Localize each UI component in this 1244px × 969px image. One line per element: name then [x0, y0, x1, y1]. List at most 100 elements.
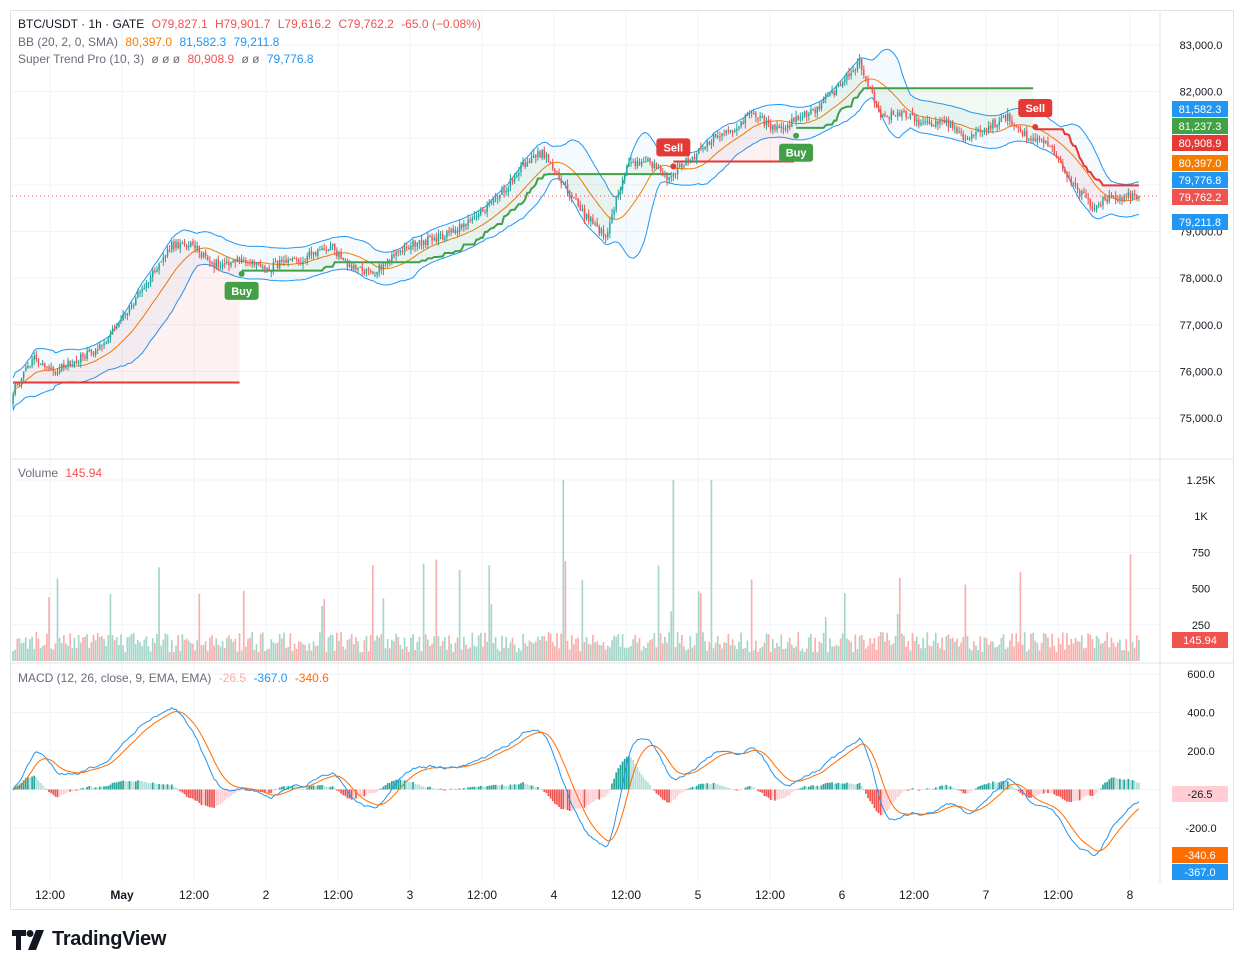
volume-bar [467, 648, 469, 661]
volume-bar [456, 637, 459, 661]
bb-legend[interactable]: BB (20, 2, 0, SMA) 80,397.0 81,582.3 79,… [18, 35, 283, 49]
macd-histogram-bar [179, 789, 182, 792]
volume-bar [446, 649, 448, 661]
macd-histogram-bar [812, 785, 814, 790]
candle-body [69, 360, 71, 365]
candle-body [344, 259, 347, 261]
macd-histogram-bar [778, 789, 781, 800]
candle-body [668, 177, 670, 181]
candle-body [1034, 138, 1036, 141]
macd-histogram-bar [1106, 781, 1109, 790]
macd-histogram-bar [427, 787, 429, 790]
candle-body [865, 76, 867, 80]
macd-histogram-bar [12, 789, 14, 791]
volume-bar [219, 646, 222, 661]
candle-body [209, 260, 211, 263]
volume-bar [236, 651, 239, 661]
volume-bar [416, 641, 419, 661]
candle-body [179, 243, 181, 249]
macd-legend[interactable]: MACD (12, 26, close, 9, EMA, EMA) -26.5 … [18, 671, 333, 685]
macd-histogram-bar [503, 785, 505, 790]
volume-bar [1106, 632, 1109, 661]
macd-histogram-bar [71, 789, 74, 792]
volume-bar [621, 634, 624, 661]
macd-histogram-bar [725, 786, 728, 790]
volume-bar [245, 646, 247, 661]
volume-bar [1083, 648, 1085, 661]
volume-bar [805, 648, 808, 661]
st-label[interactable]: Super Trend Pro (10, 3) [18, 52, 145, 66]
macd-histogram-bar [592, 789, 594, 803]
volume-bar [355, 637, 357, 661]
macd-histogram-bar [691, 786, 694, 790]
supertrend-down-fill [1035, 129, 1139, 210]
volume-bar [1080, 635, 1083, 661]
volume-label[interactable]: Volume [18, 466, 59, 480]
volume-bar [632, 639, 634, 661]
macd-histogram-bar [329, 786, 332, 790]
bb-label[interactable]: BB (20, 2, 0, SMA) [18, 35, 119, 49]
volume-bar [16, 638, 19, 661]
volume-bar [490, 604, 493, 661]
macd-histogram-bar [549, 789, 552, 799]
volume-bar [886, 632, 888, 661]
macd-histogram-bar [1055, 789, 1058, 796]
volume-bar [181, 634, 184, 661]
macd-histogram-bar [835, 783, 838, 790]
candle-body [1047, 141, 1049, 147]
volume-bar [962, 637, 965, 661]
macd-histogram-bar [441, 789, 444, 791]
candle-body [367, 268, 370, 271]
volume-badge-bg [1172, 632, 1228, 648]
volume-bar [589, 644, 592, 661]
volume-tick-label: 500 [1192, 584, 1210, 596]
candle-body [841, 81, 844, 86]
candle-body [103, 343, 105, 346]
macd-histogram-bar [509, 784, 512, 790]
volume-bar [401, 649, 404, 661]
macd-histogram-bar [154, 783, 156, 790]
volume-bar [1066, 633, 1068, 661]
st-empty-values-2: ø ø [241, 52, 260, 66]
candle-body [39, 363, 42, 365]
candle-body [1136, 194, 1138, 200]
candle-body [1013, 124, 1015, 126]
candle-body [689, 159, 692, 163]
candle-body [405, 246, 408, 248]
volume-bar [460, 649, 463, 661]
volume-bar [217, 644, 220, 661]
tradingview-logo[interactable]: TradingView [12, 928, 166, 951]
macd-histogram-bar [670, 789, 673, 802]
macd-histogram-bar [903, 789, 905, 791]
macd-histogram-bar [801, 787, 804, 790]
symbol-legend[interactable]: BTC/USDT · 1h · GATE O79,827.1 H79,901.7… [18, 17, 485, 31]
volume-bar [160, 645, 163, 661]
candle-body [585, 214, 588, 219]
volume-bar [774, 647, 776, 661]
symbol-label[interactable]: BTC/USDT · 1h · GATE [18, 17, 145, 31]
volume-bar [48, 597, 50, 661]
macd-histogram-bar [297, 787, 300, 790]
candle-body [884, 114, 886, 117]
volume-legend[interactable]: Volume 145.94 [18, 466, 106, 480]
macd-label[interactable]: MACD (12, 26, close, 9, EMA, EMA) [18, 671, 212, 685]
supertrend-legend[interactable]: Super Trend Pro (10, 3) ø ø ø 80,908.9 ø… [18, 52, 318, 66]
macd-histogram-bar [953, 788, 956, 790]
candle-body [257, 262, 260, 266]
volume-bar [1125, 638, 1128, 661]
candle-body [795, 116, 797, 122]
candle-body [444, 237, 446, 240]
volume-bar [369, 635, 372, 661]
candle-body [86, 350, 88, 359]
volume-bar [695, 633, 698, 661]
volume-bar [829, 638, 831, 661]
macd-histogram-bar [945, 784, 948, 790]
macd-histogram-bar [958, 789, 960, 791]
macd-histogram-bar [306, 788, 309, 790]
macd-histogram-bar [1051, 789, 1054, 793]
candle-body [626, 166, 628, 174]
candle-body [808, 113, 810, 116]
macd-histogram-bar [462, 787, 465, 790]
price-tick-label: 82,000.0 [1180, 87, 1223, 99]
